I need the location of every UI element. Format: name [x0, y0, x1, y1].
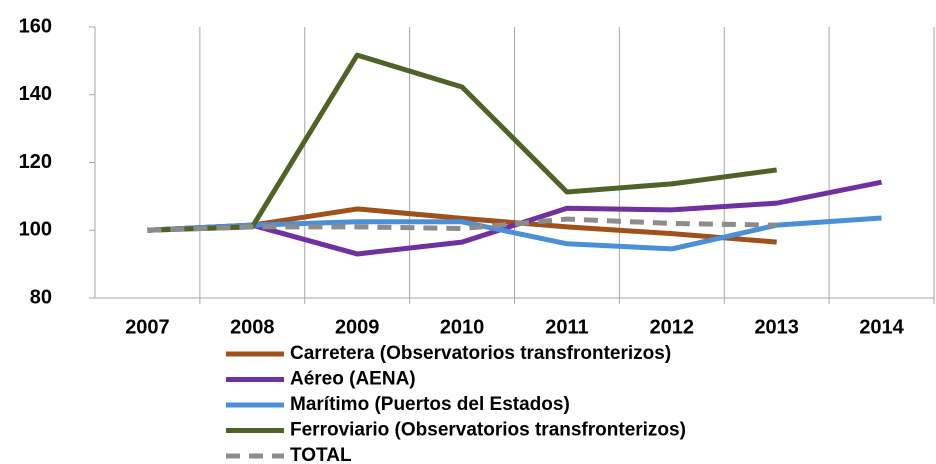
legend-label: Marítimo (Puertos del Estados) [290, 394, 570, 415]
y-tick-label: 140 [19, 83, 52, 105]
x-tick-label: 2013 [754, 316, 799, 338]
y-tick-label: 160 [19, 15, 52, 37]
x-tick-label: 2012 [650, 316, 695, 338]
x-tick-label: 2007 [125, 316, 170, 338]
y-tick-label: 80 [30, 286, 52, 308]
legend-label: Ferroviario (Observatorios transfronteri… [290, 420, 686, 441]
x-tick-label: 2011 [545, 316, 588, 338]
x-tick-label: 2008 [230, 316, 275, 338]
y-tick-label: 100 [19, 219, 52, 241]
legend-label: TOTAL [290, 445, 352, 464]
x-tick-label: 2009 [335, 316, 380, 338]
x-tick-label: 2010 [440, 316, 485, 338]
legend-label: Carretera (Observatorios transfronterizo… [290, 343, 671, 364]
y-tick-label: 120 [19, 151, 52, 173]
series-line [147, 216, 777, 233]
x-tick-label: 2014 [859, 316, 904, 338]
legend-label: Aéreo (AENA) [290, 369, 416, 390]
series-line [147, 179, 883, 257]
series-line [147, 52, 778, 233]
